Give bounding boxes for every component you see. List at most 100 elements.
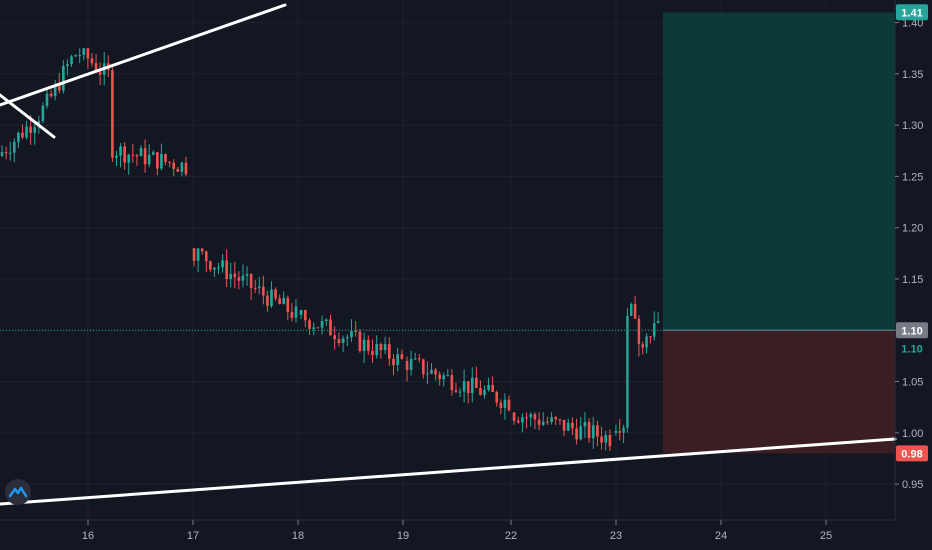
candle	[430, 363, 433, 375]
candle	[253, 279, 257, 293]
candle	[8, 141, 12, 161]
candle	[529, 412, 533, 427]
price-badge-current-top: 1.10	[896, 322, 928, 339]
candle	[74, 54, 77, 57]
candle	[204, 250, 208, 273]
candle	[637, 315, 641, 357]
candle	[123, 141, 126, 170]
candle	[290, 302, 294, 322]
candle	[217, 262, 220, 275]
candle	[70, 54, 73, 67]
x-tick-label: 19	[397, 530, 409, 542]
candle	[656, 312, 660, 324]
price-badge-current: 1.10	[896, 340, 928, 357]
candle	[33, 121, 37, 145]
tradingview-logo-icon[interactable]	[5, 479, 31, 505]
candle	[274, 287, 277, 301]
candle	[516, 416, 520, 424]
candle	[41, 102, 45, 124]
candle	[495, 390, 499, 407]
candle	[487, 377, 490, 392]
candle	[115, 150, 118, 167]
candle	[316, 327, 320, 329]
trendlines[interactable]	[0, 3, 897, 506]
y-tick-label: 1.35	[902, 69, 923, 81]
candle	[278, 294, 281, 305]
candle	[180, 161, 184, 177]
y-tick-label: 1.30	[902, 120, 923, 132]
candle	[333, 326, 337, 350]
candle	[257, 277, 261, 295]
candle	[17, 131, 20, 148]
candle	[90, 52, 94, 67]
trendline-lower[interactable]	[0, 437, 897, 506]
candle	[475, 366, 478, 389]
svg-text:0.98: 0.98	[901, 448, 922, 460]
candle	[379, 342, 383, 359]
candle	[575, 418, 578, 445]
candle	[596, 420, 599, 447]
candle	[266, 290, 269, 312]
candle	[98, 62, 102, 86]
candle	[375, 335, 379, 359]
candle	[362, 332, 366, 363]
candle	[591, 416, 595, 449]
candle	[442, 372, 446, 387]
candle	[308, 318, 311, 335]
svg-text:1.10: 1.10	[901, 325, 922, 337]
candle	[413, 352, 417, 361]
candle	[82, 48, 86, 61]
candle	[396, 347, 400, 372]
candle	[422, 358, 425, 379]
candle	[608, 429, 612, 452]
y-tick-label: 1.25	[902, 171, 923, 183]
x-tick-label: 18	[292, 530, 304, 542]
candle	[172, 159, 176, 177]
candle	[229, 262, 233, 288]
candle	[160, 143, 163, 171]
x-tick-label: 24	[715, 530, 727, 542]
candle	[282, 291, 286, 305]
candle	[604, 430, 608, 451]
candle	[225, 249, 228, 288]
candle	[387, 337, 391, 366]
candle	[324, 318, 328, 326]
candle	[562, 419, 566, 437]
time-axis[interactable]: 16 17 18 19 22 23 24 25	[0, 519, 895, 542]
candle	[12, 138, 16, 163]
profit-zone[interactable]	[663, 12, 895, 331]
price-badge-stop: 0.98	[896, 445, 928, 462]
candle	[184, 156, 188, 177]
candle	[262, 275, 265, 305]
candle	[366, 335, 370, 355]
candle	[358, 328, 362, 353]
candle	[45, 88, 49, 109]
y-tick-label: 1.40	[902, 18, 923, 30]
candle	[78, 48, 82, 64]
candle	[525, 412, 528, 429]
risk-reward-zones[interactable]	[663, 12, 895, 454]
trendline-upper[interactable]	[0, 3, 287, 107]
candle	[392, 354, 395, 376]
candle	[454, 382, 458, 393]
candle	[600, 426, 603, 450]
candle	[558, 418, 562, 425]
candle	[462, 369, 466, 403]
loss-zone[interactable]	[663, 330, 895, 454]
candle	[521, 413, 524, 433]
candle	[550, 412, 553, 425]
candle	[405, 356, 409, 382]
candle	[200, 248, 204, 255]
candle	[4, 146, 8, 160]
y-tick-label: 1.05	[902, 377, 923, 389]
trendline-short[interactable]	[0, 93, 56, 139]
y-tick-label: 0.95	[902, 479, 923, 491]
candle	[111, 66, 114, 163]
candle	[249, 273, 253, 300]
candle	[614, 424, 618, 436]
candle	[426, 361, 429, 385]
candle	[345, 334, 349, 347]
candle	[127, 153, 131, 175]
y-tick-label: 1.00	[902, 428, 923, 440]
